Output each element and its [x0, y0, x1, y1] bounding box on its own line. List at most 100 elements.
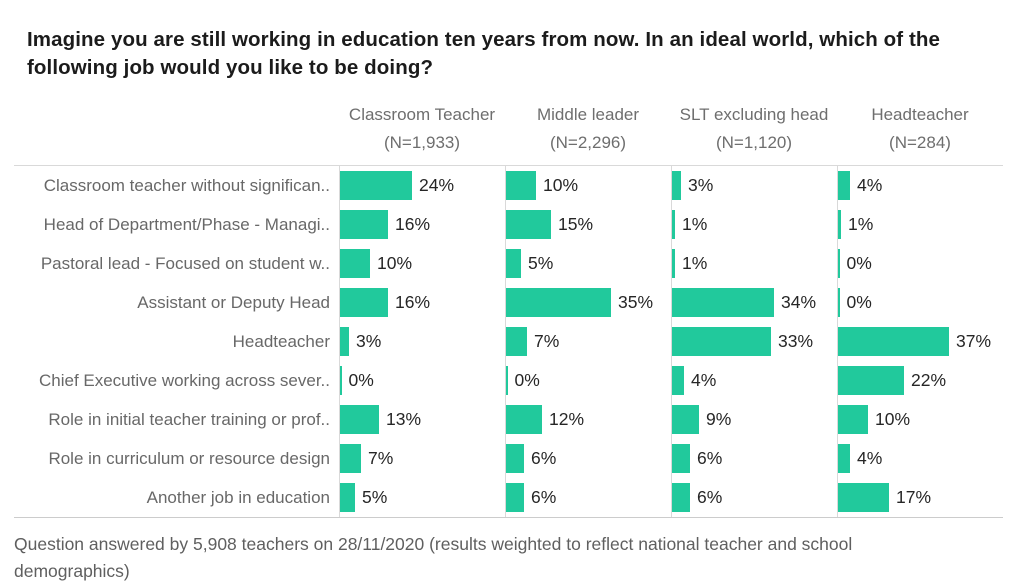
value-label: 1%: [848, 214, 874, 235]
chart-row: Head of Department/Phase - Managi.. 16% 15…: [14, 205, 1003, 245]
value-label: 5%: [528, 253, 554, 274]
bar-cell: 5%: [505, 244, 671, 284]
value-label: 7%: [368, 448, 394, 469]
column-header-name: Middle leader: [536, 104, 640, 124]
column-header: Headteacher (N=284): [837, 101, 1003, 159]
chart-rows: Classroom teacher without significan.. 24…: [14, 166, 1003, 519]
bar-cell: 37%: [837, 322, 1003, 362]
bar-cell: 10%: [505, 166, 671, 206]
bar-cell: 0%: [837, 283, 1003, 323]
bar-cell: 4%: [837, 166, 1003, 206]
row-label: Assistant or Deputy Head: [137, 292, 330, 312]
bar-cell: 1%: [671, 244, 837, 284]
bar-cell: 16%: [339, 283, 505, 323]
column-header: Middle leader (N=2,296): [505, 101, 671, 159]
row-label: Role in initial teacher training or prof…: [48, 409, 330, 429]
row-label: Role in curriculum or resource design: [48, 448, 330, 468]
bar-cell: 3%: [339, 322, 505, 362]
chart-row: Assistant or Deputy Head 16% 35% 34% 0%: [14, 283, 1003, 323]
column-header-n: (N=2,296): [549, 133, 627, 153]
bar-cell: 22%: [837, 361, 1003, 401]
value-label: 10%: [875, 409, 911, 430]
bar-cell: 6%: [505, 439, 671, 479]
bar: [838, 249, 840, 279]
value-label: 7%: [534, 331, 560, 352]
row-label: Another job in education: [146, 487, 330, 507]
bar: [672, 249, 675, 279]
value-label: 3%: [356, 331, 382, 352]
value-label: 15%: [558, 214, 594, 235]
bar-cell: 10%: [837, 400, 1003, 440]
value-label: 4%: [857, 448, 883, 469]
bar: [506, 210, 551, 240]
bar: [506, 171, 536, 201]
value-label: 3%: [688, 175, 714, 196]
bar-cell: 6%: [671, 439, 837, 479]
value-label: 9%: [706, 409, 732, 430]
column-header-name: Classroom Teacher: [348, 104, 496, 124]
row-label: Pastoral lead - Focused on student w..: [40, 253, 330, 273]
bar-cell: 1%: [671, 205, 837, 245]
value-label: 24%: [419, 175, 455, 196]
row-label: Classroom teacher without significan..: [43, 175, 330, 195]
bar-cell: 3%: [671, 166, 837, 206]
column-header: Classroom Teacher (N=1,933): [339, 101, 505, 159]
bar: [672, 327, 771, 357]
bar-cell: 4%: [837, 439, 1003, 479]
value-label: 1%: [682, 214, 708, 235]
bar: [838, 366, 904, 396]
bar: [340, 171, 412, 201]
value-label: 17%: [896, 487, 932, 508]
chart-row: Role in initial teacher training or prof…: [14, 400, 1003, 440]
bar-cell: 7%: [339, 439, 505, 479]
bar: [506, 327, 527, 357]
bar-cell: 9%: [671, 400, 837, 440]
row-label: Chief Executive working across sever..: [38, 370, 330, 390]
chart-row: Chief Executive working across sever.. 0%…: [14, 361, 1003, 401]
bar-cell: 16%: [339, 205, 505, 245]
bar: [506, 249, 521, 279]
bar: [340, 483, 355, 513]
value-label: 6%: [531, 487, 557, 508]
column-header-n: (N=1,933): [383, 133, 461, 153]
value-label: 35%: [618, 292, 654, 313]
row-label: Headteacher: [232, 331, 330, 351]
chart-row: Headteacher 3% 7% 33% 37%: [14, 322, 1003, 362]
bar: [838, 483, 889, 513]
bar: [672, 405, 699, 435]
header-spacer: [14, 101, 339, 159]
value-label: 16%: [395, 292, 431, 313]
chart-row: Role in curriculum or resource design 7% 6…: [14, 439, 1003, 479]
value-label: 0%: [348, 370, 374, 391]
bar-cell: 6%: [505, 478, 671, 518]
bar: [340, 249, 370, 279]
bar-cell: 17%: [837, 478, 1003, 518]
bar: [838, 288, 840, 318]
bar-cell: 24%: [339, 166, 505, 206]
bar-cell: 13%: [339, 400, 505, 440]
bar: [672, 483, 690, 513]
bar-cell: 5%: [339, 478, 505, 518]
bar: [672, 210, 675, 240]
bar: [506, 366, 508, 396]
bar-cell: 4%: [671, 361, 837, 401]
bar-cell: 7%: [505, 322, 671, 362]
bar-cell: 15%: [505, 205, 671, 245]
value-label: 37%: [956, 331, 992, 352]
chart-row: Pastoral lead - Focused on student w.. 10…: [14, 244, 1003, 284]
bar-cell: 12%: [505, 400, 671, 440]
bar: [340, 210, 388, 240]
bar-cell: 0%: [505, 361, 671, 401]
value-label: 5%: [362, 487, 388, 508]
value-label: 6%: [531, 448, 557, 469]
value-label: 4%: [691, 370, 717, 391]
bar: [340, 288, 388, 318]
bar: [340, 444, 361, 474]
footnote: Question answered by 5,908 teachers on 2…: [14, 534, 853, 582]
value-label: 22%: [911, 370, 947, 391]
value-label: 0%: [846, 292, 872, 313]
value-label: 10%: [377, 253, 413, 274]
column-header-n: (N=284): [889, 133, 951, 153]
bar-cell: 0%: [837, 244, 1003, 284]
bar-cell: 6%: [671, 478, 837, 518]
